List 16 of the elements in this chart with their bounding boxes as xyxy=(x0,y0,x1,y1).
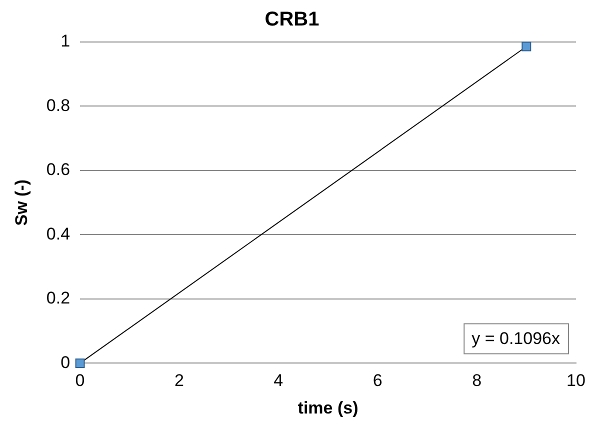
x-tick-label: 2 xyxy=(174,371,184,390)
x-tick-label: 0 xyxy=(75,371,85,390)
y-tick-label: 0.2 xyxy=(46,288,70,308)
y-tick-label: 0 xyxy=(60,352,70,372)
chart-title: CRB1 xyxy=(264,8,320,31)
x-tick-label: 4 xyxy=(274,371,284,390)
y-tick-label: 0.4 xyxy=(46,224,70,244)
x-tick-label: 8 xyxy=(472,371,482,390)
x-tick-label: 6 xyxy=(372,371,382,390)
annotation: y = 0.1096x xyxy=(472,328,560,348)
y-tick-label: 0.8 xyxy=(46,96,70,115)
x-tick-label: 10 xyxy=(566,371,586,390)
y-tick-label: 0.6 xyxy=(46,160,70,180)
y-tick-label: 1 xyxy=(60,32,70,51)
y-axis-title: Sw (-) xyxy=(12,179,31,226)
x-axis-title: time (s) xyxy=(298,398,358,418)
